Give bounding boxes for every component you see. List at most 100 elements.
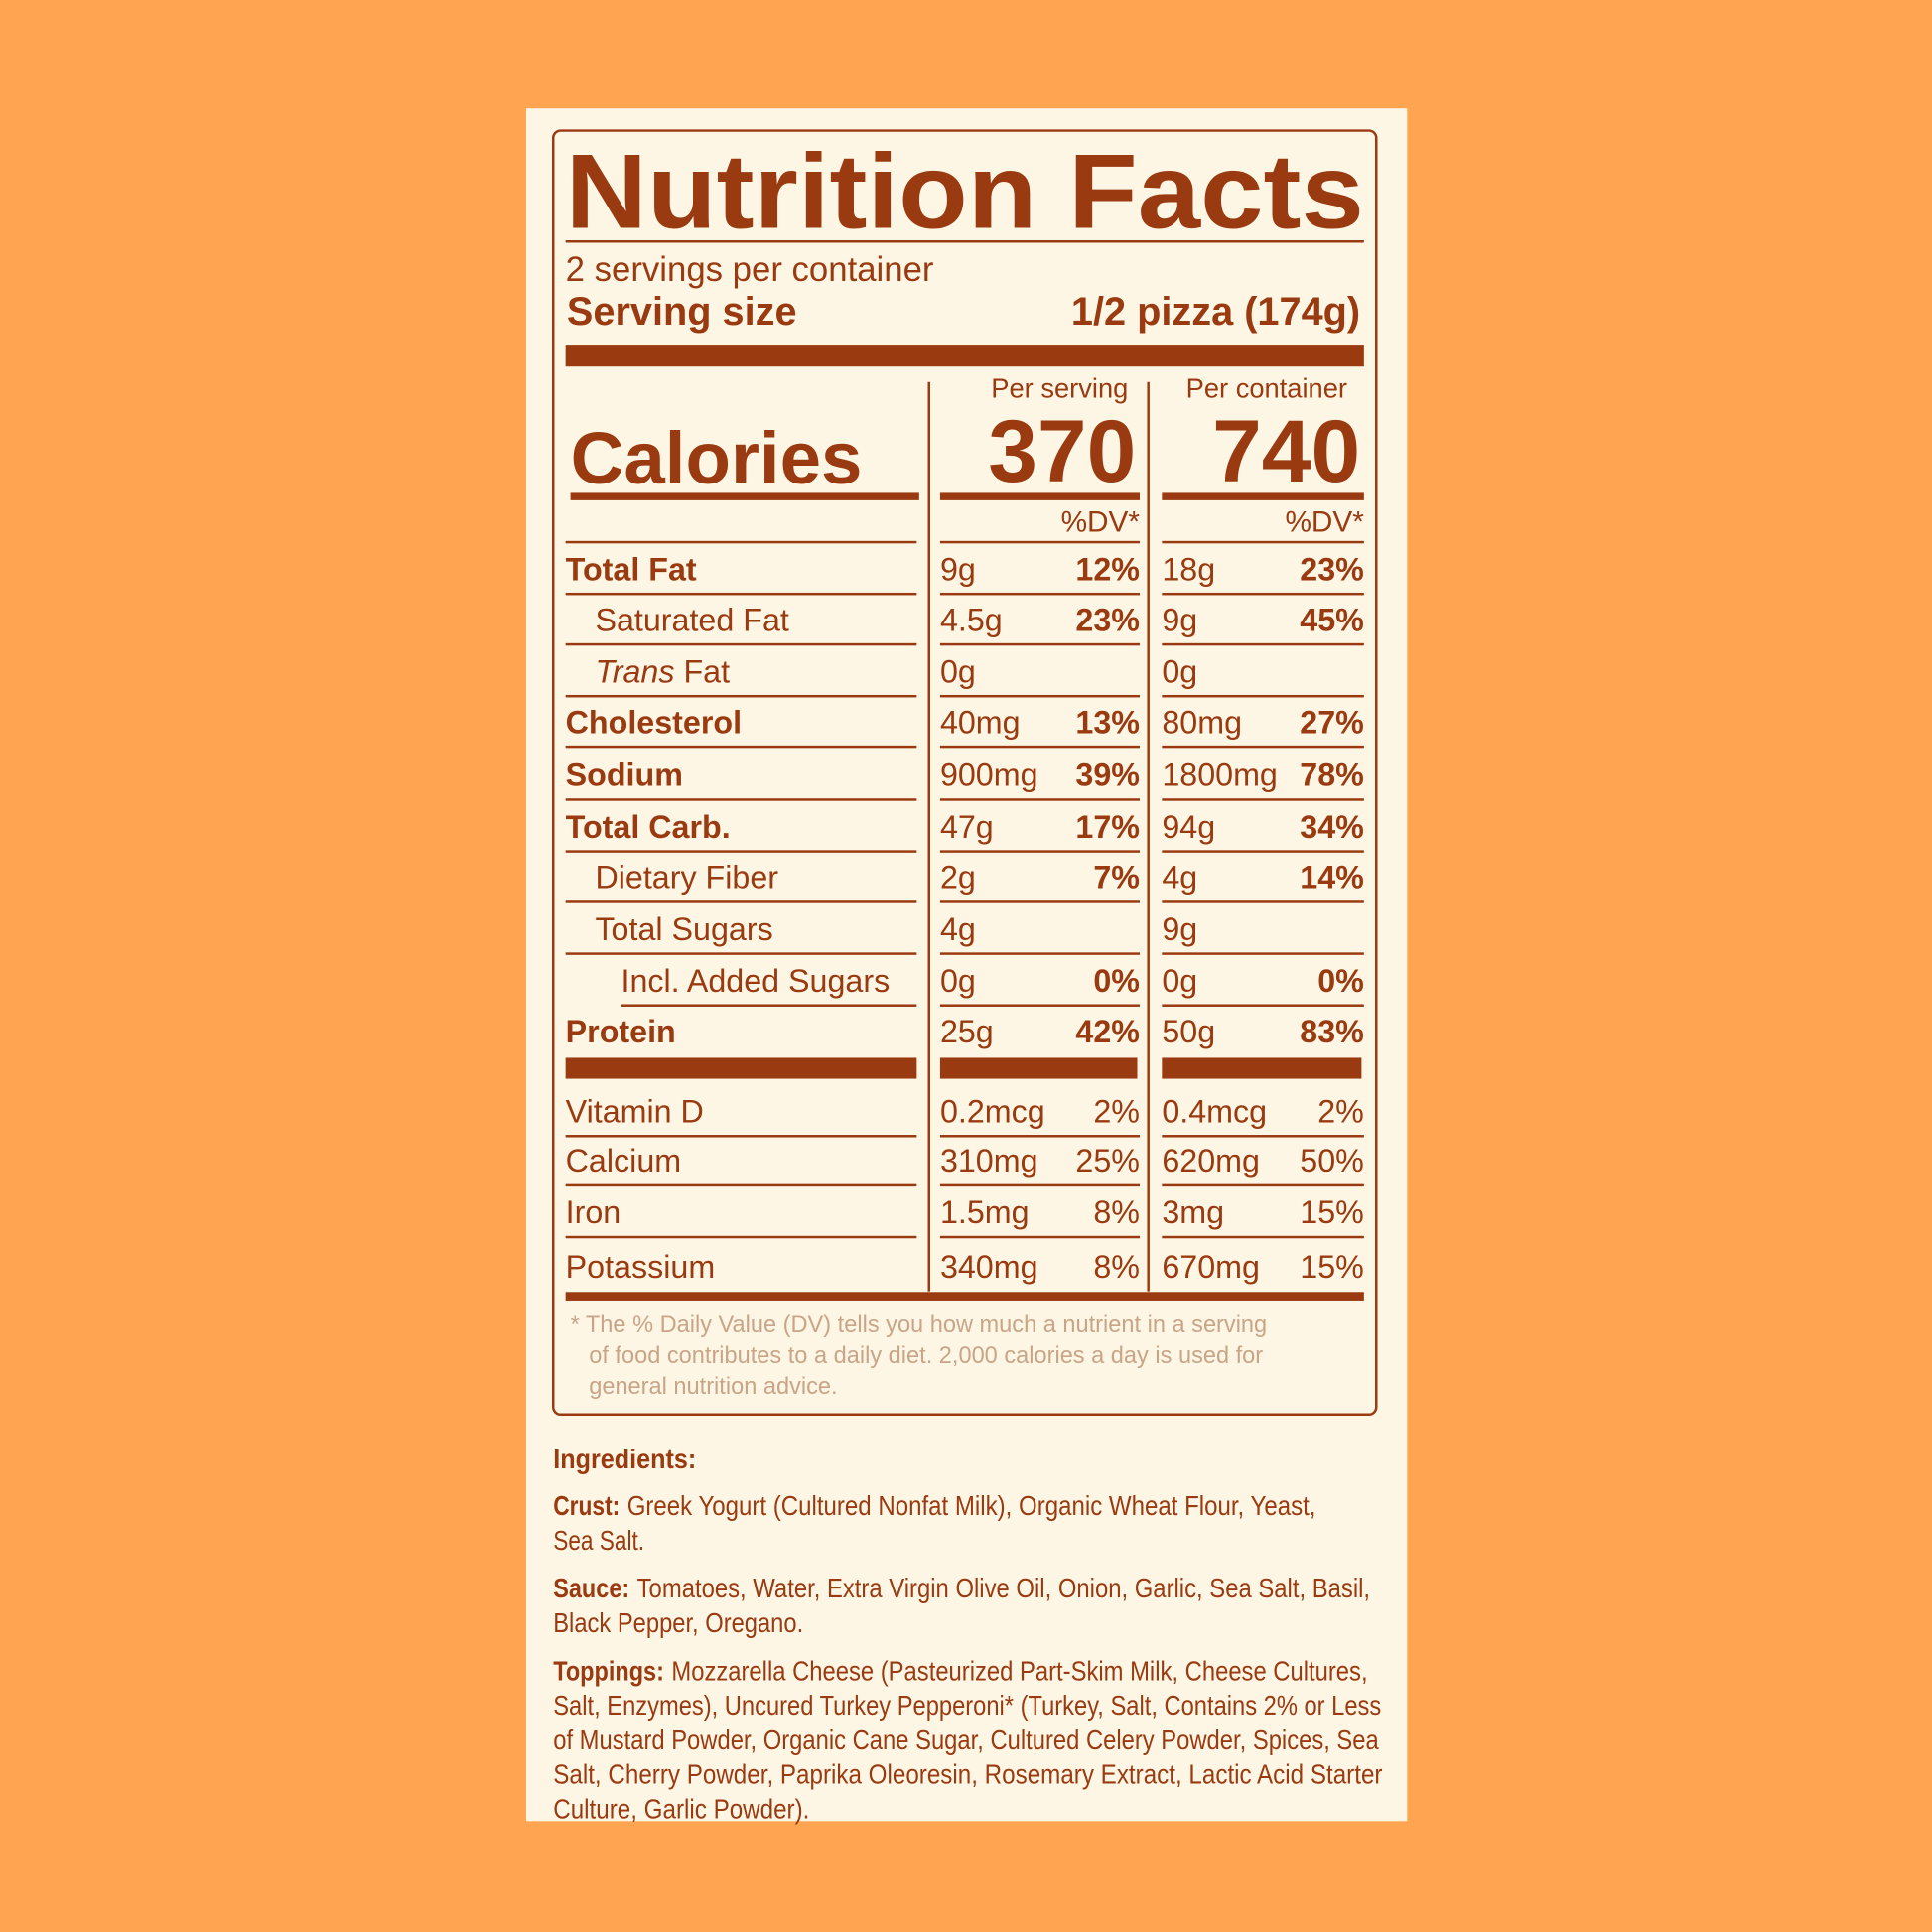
serving-amount: 47g [940,809,994,845]
calories-label: Calories [571,417,863,499]
ingredient-line: Greek Yogurt (Cultured Nonfat Milk), Org… [627,1490,1316,1521]
container-amount: 0g [1162,653,1197,689]
rule [1162,1057,1362,1079]
container-amount: 3mg [1162,1194,1224,1230]
serving-amount: 4.5g [940,602,1003,637]
nutrient-name-text: Potassium [566,1249,716,1285]
rule [1162,540,1364,544]
rule [939,900,1140,903]
serving-dv: 8% [1093,1249,1140,1285]
container-dv: 2% [1317,1093,1364,1129]
serving-size-value: 1/2 pizza (174g) [1071,290,1360,334]
container-amount: 80mg [1162,704,1242,740]
serving-dv: 23% [1075,602,1140,637]
rule [565,1235,917,1239]
per-serving-heading: Per serving [991,372,1128,403]
serving-dv: 42% [1075,1014,1140,1049]
rule [939,745,1140,749]
nutrient-name-text: Fat [683,653,730,689]
nutrient-name: Iron [566,1194,621,1230]
nutrient-name: Total Carb. [566,809,731,845]
nutrient-name-text: Total Sugars [595,911,772,947]
rule [565,592,917,596]
nutrient-name: Cholesterol [566,704,742,740]
serving-amount: 1.5mg [940,1194,1030,1230]
nutrient-name-text: Dietary Fiber [595,860,778,896]
rule [565,900,917,903]
serving-amount: 0g [940,653,976,689]
nutrient-name-text: Saturated Fat [595,602,788,637]
container-dv: 45% [1300,602,1364,637]
container-amount: 0g [1162,963,1197,999]
nutrient-name: Protein [566,1014,676,1049]
nutrient-name: Calcium [566,1143,681,1178]
rule [1162,1135,1364,1138]
rule [565,1292,1364,1301]
container-amount: 9g [1162,602,1197,637]
rule [565,642,917,646]
nutrient-name: Sodium [566,758,683,793]
serving-amount: 310mg [940,1143,1038,1178]
nutrient-name: Saturated Fat [595,602,788,637]
per-container-heading: Per container [1186,372,1347,403]
nutrient-name-text: Cholesterol [566,704,742,740]
container-amount: 18g [1162,551,1215,587]
dv-heading: %DV* [1285,506,1364,539]
nutrient-name-text: Sodium [566,758,683,793]
serving-dv: 2% [1093,1093,1140,1129]
title: Nutrition Facts [566,131,1364,250]
rule [565,850,917,853]
rule [939,850,1140,853]
serving-amount: 0g [940,963,976,999]
nutrient-name: Trans Fat [595,653,730,689]
ingredient-line: Tomatoes, Water, Extra Virgin Olive Oil,… [637,1573,1370,1603]
serving-amount: 0.2mcg [940,1093,1045,1129]
ingredient-line: Mozzarella Cheese (Pasteurized Part-Skim… [671,1655,1367,1686]
ingredient-line: Sea Salt. [553,1525,644,1556]
calories-serving: 370 [988,401,1136,500]
serving-dv: 25% [1075,1143,1140,1178]
rule [565,1135,917,1138]
serving-size-label: Serving size [567,290,797,334]
serving-dv: 7% [1093,860,1140,896]
container-dv: 15% [1300,1194,1364,1230]
nutrient-name-italic: Trans [595,653,674,689]
rule [565,1057,917,1079]
ingredient-label: Crust: [553,1490,620,1521]
ingredient-label: Toppings: [553,1655,664,1686]
container-dv: 0% [1317,963,1364,999]
container-dv: 14% [1300,860,1364,896]
rule [1162,592,1364,596]
ingredient-line: Salt, Cherry Powder, Paprika Oleoresin, … [553,1759,1382,1790]
rule [565,345,1364,367]
nutrient-name: Dietary Fiber [595,860,778,896]
rule [939,592,1140,596]
container-amount: 620mg [1162,1143,1260,1178]
container-amount: 4g [1162,860,1197,896]
container-amount: 94g [1162,809,1215,845]
serving-dv: 8% [1093,1194,1140,1230]
nutrient-name-text: Vitamin D [566,1093,704,1129]
serving-amount: 2g [940,860,976,896]
rule [939,540,1140,544]
container-amount: 9g [1162,911,1197,947]
rule [1162,952,1364,955]
serving-amount: 40mg [940,704,1021,740]
container-dv: 50% [1300,1143,1364,1178]
rule [939,492,1140,500]
serving-dv: 13% [1075,704,1140,740]
rule [939,952,1140,955]
serving-amount: 25g [940,1014,994,1049]
rule [939,798,1140,801]
footnote: general nutrition advice. [589,1373,837,1399]
rule [1162,798,1364,801]
rule [939,1235,1140,1239]
ingredient-line: Culture, Garlic Powder). [553,1793,809,1824]
nutrient-name: Total Sugars [595,911,772,947]
ingredient-line: Salt, Enzymes), Uncured Turkey Pepperoni… [553,1690,1381,1721]
dv-heading: %DV* [1061,506,1141,539]
rule [939,1057,1138,1079]
rule [939,694,1140,698]
ingredients-heading: Ingredients: [553,1444,696,1474]
